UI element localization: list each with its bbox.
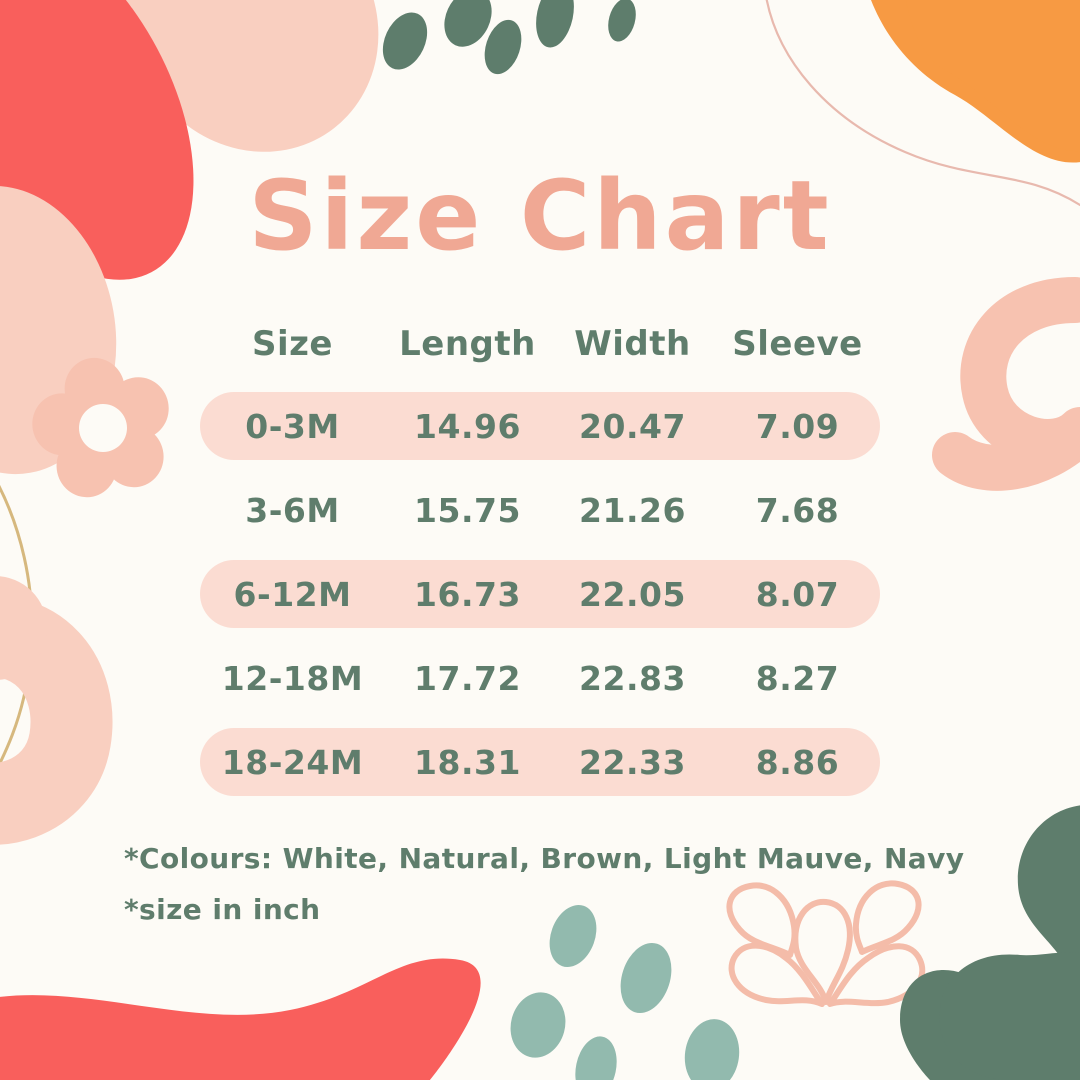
cell-length: 14.96 bbox=[414, 406, 521, 446]
cell-length: 17.72 bbox=[414, 658, 521, 698]
cell-sleeve: 8.86 bbox=[755, 742, 840, 782]
cell-size: 12-18M bbox=[221, 658, 364, 698]
column-header-width: Width bbox=[574, 324, 691, 364]
table-header-row: Size Length Width Sleeve bbox=[200, 312, 880, 376]
cell-width: 20.47 bbox=[579, 406, 686, 446]
cell-sleeve: 8.27 bbox=[755, 658, 840, 698]
cell-width: 22.05 bbox=[579, 574, 686, 614]
cell-size: 6-12M bbox=[233, 574, 352, 614]
cell-width: 22.83 bbox=[579, 658, 686, 698]
table-row: 6-12M 16.73 22.05 8.07 bbox=[200, 560, 880, 628]
table-row: 12-18M 17.72 22.83 8.27 bbox=[200, 644, 880, 712]
table-row: 3-6M 15.75 21.26 7.68 bbox=[200, 476, 880, 544]
column-header-size: Size bbox=[252, 324, 333, 364]
cell-sleeve: 8.07 bbox=[755, 574, 840, 614]
table-row: 0-3M 14.96 20.47 7.09 bbox=[200, 392, 880, 460]
cell-sleeve: 7.68 bbox=[755, 490, 840, 530]
table-body: 0-3M 14.96 20.47 7.09 3-6M 15.75 21.26 7… bbox=[200, 392, 880, 796]
cell-length: 15.75 bbox=[414, 490, 521, 530]
footnotes: *Colours: White, Natural, Brown, Light M… bbox=[124, 842, 1024, 944]
page-title: Size Chart bbox=[248, 160, 832, 272]
cell-size: 3-6M bbox=[245, 490, 340, 530]
column-header-length: Length bbox=[399, 324, 536, 364]
table-row: 18-24M 18.31 22.33 8.86 bbox=[200, 728, 880, 796]
cell-width: 21.26 bbox=[579, 490, 686, 530]
cell-size: 0-3M bbox=[245, 406, 340, 446]
size-table: Size Length Width Sleeve 0-3M 14.96 20.4… bbox=[200, 312, 880, 812]
cell-sleeve: 7.09 bbox=[755, 406, 840, 446]
column-header-sleeve: Sleeve bbox=[732, 324, 863, 364]
note-colours: *Colours: White, Natural, Brown, Light M… bbox=[124, 842, 965, 875]
note-units: *size in inch bbox=[124, 893, 321, 926]
cell-width: 22.33 bbox=[579, 742, 686, 782]
cell-size: 18-24M bbox=[221, 742, 364, 782]
cell-length: 18.31 bbox=[414, 742, 521, 782]
cell-length: 16.73 bbox=[414, 574, 521, 614]
